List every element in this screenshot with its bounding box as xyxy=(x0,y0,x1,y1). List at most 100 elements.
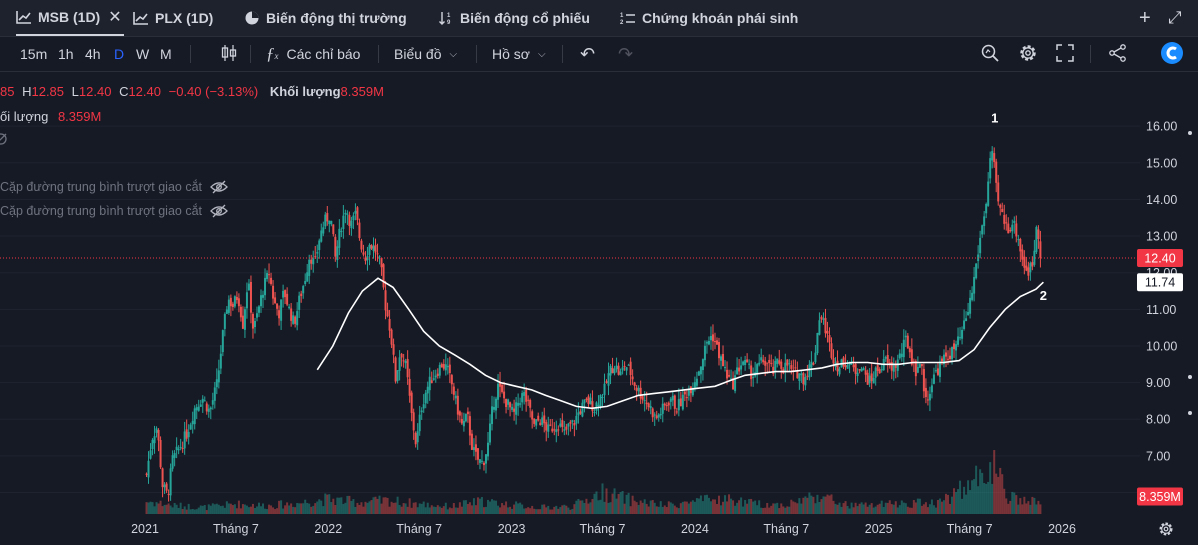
volume-bar xyxy=(326,494,329,514)
chart-type-dropdown[interactable]: Biểu đồ ⌵ xyxy=(394,37,457,71)
volume-bar xyxy=(985,483,988,514)
candle-body xyxy=(1017,239,1020,241)
expand-button[interactable]: ⤢ xyxy=(1168,0,1182,36)
volume-bar xyxy=(894,501,897,514)
volume-bar xyxy=(963,486,966,514)
indicator-legend-2[interactable]: Cặp đường trung bình trượt giao cắt xyxy=(0,204,228,218)
volume-bar xyxy=(585,498,588,514)
candle-body xyxy=(468,416,471,436)
volume-bar xyxy=(936,499,939,514)
redo-button[interactable]: ↷ xyxy=(618,37,633,71)
candle-body xyxy=(991,151,994,161)
candle-body xyxy=(324,214,327,227)
volume-bar xyxy=(806,497,809,514)
candles-button[interactable] xyxy=(220,37,238,71)
candle-body xyxy=(949,355,952,360)
candle-body xyxy=(221,330,224,353)
candle-body xyxy=(838,368,841,375)
candle-body xyxy=(635,387,638,391)
candle-body xyxy=(806,375,809,377)
volume-bar xyxy=(394,502,397,514)
tab-msb[interactable]: MSB (1D) ✕ xyxy=(16,0,124,36)
candle-body xyxy=(647,403,650,408)
volume-bar xyxy=(521,504,524,514)
candle-body xyxy=(892,363,895,372)
volume-bar xyxy=(788,506,791,514)
candle-body xyxy=(812,363,815,365)
candle-body xyxy=(396,370,399,381)
volume-bar xyxy=(235,508,238,514)
share-button[interactable] xyxy=(1108,37,1128,71)
indicator-legend-1[interactable]: Cặp đường trung bình trượt giao cắt xyxy=(0,180,228,194)
candle-body xyxy=(523,391,526,396)
candle-body xyxy=(675,411,678,413)
candle-body xyxy=(199,404,202,407)
axis-settings-button[interactable] xyxy=(1158,521,1174,542)
candle-body xyxy=(408,378,411,396)
volume-bar xyxy=(249,506,252,514)
profile-dropdown[interactable]: Hồ sơ ⌵ xyxy=(492,37,546,71)
undo-button[interactable]: ↶ xyxy=(580,37,595,71)
candle-body xyxy=(442,364,445,369)
interval-15m[interactable]: 15m xyxy=(20,46,48,62)
volume-bar xyxy=(284,505,287,514)
candle-body xyxy=(414,432,417,445)
volume-bar xyxy=(872,507,875,514)
interval-d[interactable]: D xyxy=(114,46,125,62)
volume-bar xyxy=(358,504,361,514)
candle-body xyxy=(1019,239,1022,252)
candle-body xyxy=(227,299,230,313)
volume-bar xyxy=(651,500,654,514)
tab-plx[interactable]: PLX (1D) xyxy=(133,0,213,36)
scroll-marker xyxy=(1188,375,1192,379)
volume-bar xyxy=(848,508,851,514)
tab-market-movement[interactable]: Biến động thị trường xyxy=(244,0,407,36)
price-chart[interactable]: 6.007.008.009.0010.0011.0012.0013.0014.0… xyxy=(0,71,1198,545)
volume-bar xyxy=(416,507,419,514)
indicators-button[interactable]: ƒx Các chỉ báo xyxy=(266,37,360,71)
candle-body xyxy=(336,246,339,261)
volume-bar xyxy=(736,502,739,514)
volume-bar xyxy=(1009,500,1012,514)
volume-bar xyxy=(438,506,441,514)
volume-bar xyxy=(695,498,698,514)
candle-body xyxy=(722,353,725,366)
fullscreen-button[interactable] xyxy=(1056,37,1074,71)
add-tab-button[interactable]: + xyxy=(1139,0,1151,36)
candle-body xyxy=(860,368,863,372)
candle-body xyxy=(673,395,676,409)
volume-bar xyxy=(241,504,244,514)
candle-body xyxy=(410,392,413,413)
volume-label: Khối lượng xyxy=(269,84,341,99)
candle-body xyxy=(270,277,273,284)
candle-body xyxy=(446,365,449,368)
candle-body xyxy=(814,352,817,363)
candle-body xyxy=(402,360,405,362)
settings-button[interactable] xyxy=(1018,37,1038,71)
interval-1h[interactable]: 1h xyxy=(58,46,74,62)
interval-w[interactable]: W xyxy=(136,46,150,62)
candle-body xyxy=(975,263,978,279)
volume-bar xyxy=(380,503,383,514)
volume-bar xyxy=(266,509,269,514)
volume-bar xyxy=(713,499,716,514)
volume-bar xyxy=(527,507,530,514)
interval-m[interactable]: M xyxy=(160,46,172,62)
volume-bar xyxy=(147,502,150,514)
volume-bar xyxy=(460,506,463,514)
zoom-button[interactable] xyxy=(980,37,1000,71)
volume-bar xyxy=(515,501,518,514)
candle-body xyxy=(908,348,911,353)
volume-bar xyxy=(157,503,160,514)
close-label: C xyxy=(119,84,129,99)
volume-bar xyxy=(163,504,166,514)
close-icon[interactable]: ✕ xyxy=(108,9,122,26)
candle-body xyxy=(774,360,777,372)
volume-bar xyxy=(762,508,765,514)
candle-body xyxy=(480,460,483,462)
volume-bar xyxy=(264,508,267,514)
interval-4h[interactable]: 4h xyxy=(85,46,101,62)
hide-icon[interactable] xyxy=(0,132,8,146)
